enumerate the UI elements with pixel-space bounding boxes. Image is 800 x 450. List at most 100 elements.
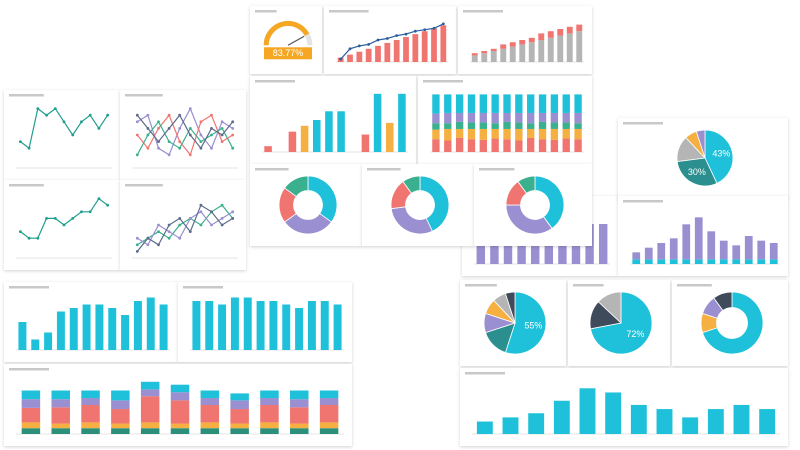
line-point	[220, 217, 224, 220]
bar	[519, 40, 526, 45]
bar	[491, 138, 499, 152]
line-point	[178, 140, 182, 144]
bar	[579, 388, 596, 434]
line-point	[199, 146, 203, 150]
slice-label: 30%	[688, 167, 706, 177]
pie-slice	[402, 175, 421, 194]
bar	[111, 390, 130, 401]
bar	[230, 393, 249, 401]
bar	[598, 224, 608, 264]
line-point	[167, 140, 171, 144]
bar	[290, 428, 309, 434]
slice-label: 43%	[712, 149, 730, 159]
bar	[471, 55, 478, 62]
bar	[682, 417, 699, 434]
bar	[290, 390, 309, 400]
bar	[398, 93, 406, 152]
line-point	[413, 29, 417, 33]
line-point	[27, 236, 31, 240]
bar	[538, 139, 547, 152]
line-point	[199, 223, 203, 227]
bar	[170, 384, 190, 393]
gauge-needle	[287, 35, 305, 46]
bar	[170, 392, 190, 401]
bar	[432, 94, 440, 114]
line-point	[45, 113, 48, 117]
chart-panel	[458, 6, 592, 74]
line-point	[80, 210, 83, 214]
bar	[467, 139, 476, 152]
panel-header-placeholder	[125, 94, 163, 97]
bar	[393, 40, 400, 62]
line-point	[18, 230, 22, 234]
chart-panel: 83.77%	[250, 6, 322, 74]
bar	[260, 428, 279, 434]
panel-header-placeholder	[465, 284, 497, 287]
bar	[81, 422, 100, 429]
line-point	[210, 113, 213, 117]
line-point	[376, 38, 380, 42]
bar	[444, 140, 452, 152]
bar	[170, 423, 190, 429]
bar	[140, 381, 160, 390]
line	[136, 114, 234, 157]
bar	[455, 121, 464, 129]
panel-header-placeholder	[479, 168, 515, 171]
bar	[111, 409, 130, 424]
bar	[605, 392, 622, 434]
bar	[51, 423, 70, 429]
bar	[656, 409, 673, 434]
chart-panel	[120, 180, 246, 270]
panel-header-placeholder	[623, 122, 663, 125]
line-point	[178, 223, 182, 227]
bar	[538, 94, 547, 113]
bar	[576, 31, 583, 62]
chart-panel	[460, 368, 788, 446]
line-point	[146, 146, 150, 150]
line-point	[423, 28, 427, 32]
line-point	[167, 236, 171, 240]
bar	[295, 308, 304, 350]
line-point	[231, 146, 235, 150]
bar	[200, 422, 220, 429]
bar	[574, 94, 582, 113]
line-point	[62, 120, 66, 124]
bar	[500, 44, 507, 49]
chart-panel: 43% 30%	[618, 118, 788, 198]
bar	[632, 259, 641, 264]
line-point	[178, 146, 182, 150]
pie-slice	[702, 291, 764, 355]
line-point	[210, 126, 213, 130]
line-point	[62, 223, 66, 227]
bar	[769, 243, 778, 260]
bar	[562, 94, 570, 113]
line-point	[53, 217, 57, 220]
bar	[421, 31, 428, 62]
line-point	[135, 113, 139, 117]
bar	[337, 111, 345, 152]
bar	[170, 428, 190, 434]
bar	[81, 428, 100, 434]
bar	[503, 112, 511, 122]
line-point	[348, 47, 352, 51]
bar	[21, 399, 41, 408]
bar	[528, 42, 535, 62]
panel-header-placeholder	[329, 10, 369, 13]
bar	[108, 308, 117, 350]
line-point	[188, 217, 192, 220]
bar	[21, 390, 41, 400]
pie-slice	[504, 291, 516, 324]
line-point	[178, 217, 182, 220]
line-point	[231, 126, 235, 130]
panel-header-placeholder	[9, 184, 44, 187]
bar	[515, 94, 523, 113]
panel-header-placeholder	[255, 168, 289, 171]
bar	[707, 259, 716, 264]
chart-panel: 72%	[568, 280, 670, 366]
chart-panel	[178, 282, 352, 362]
bar	[759, 409, 776, 434]
bar	[527, 112, 535, 124]
bar	[365, 48, 372, 62]
line-point	[220, 133, 224, 137]
bar	[432, 123, 440, 130]
